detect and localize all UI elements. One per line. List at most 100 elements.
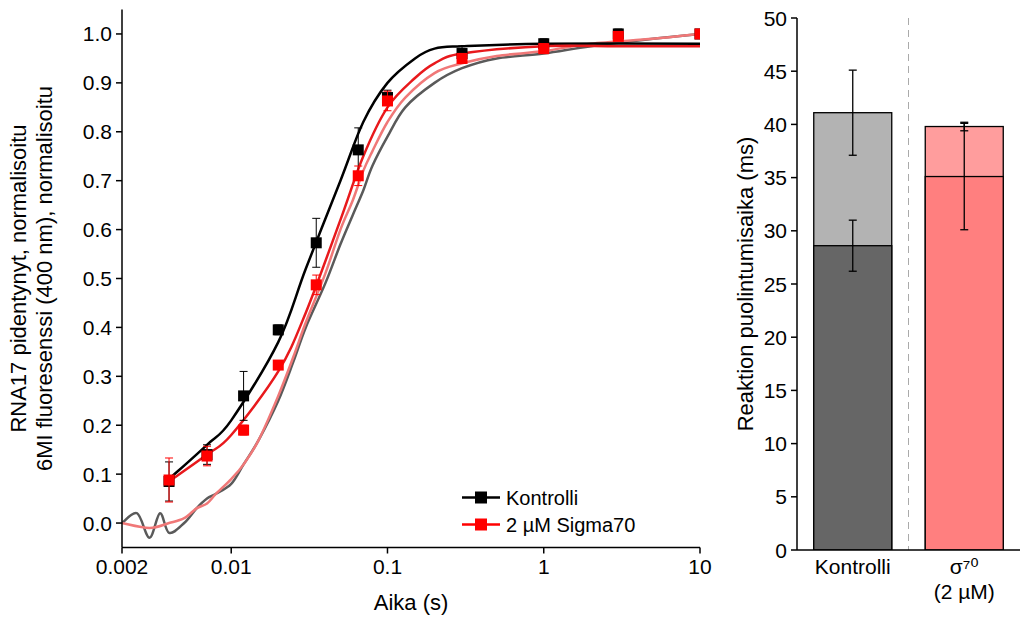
y-tick-label: 25 (764, 273, 787, 296)
error-cap (312, 267, 320, 268)
data-point (457, 53, 468, 64)
data-point (164, 475, 175, 486)
legend-marker (475, 519, 487, 531)
y-tick (791, 336, 797, 338)
error-cap (203, 446, 211, 447)
error-stem (852, 220, 853, 271)
y-tick (116, 278, 122, 280)
x-tick-label: 1 (538, 555, 550, 578)
series-line (122, 34, 700, 528)
x-tick-label-line: σ⁷⁰ (950, 555, 979, 578)
y-tick-label: 45 (764, 60, 787, 83)
y-tick (116, 376, 122, 378)
data-point (613, 31, 624, 42)
y-tick-label: 0.8 (83, 120, 112, 143)
data-point (273, 324, 284, 335)
y-tick-label: 20 (764, 326, 787, 349)
y-tick (791, 230, 797, 232)
y-tick (791, 549, 797, 551)
series-line (169, 46, 700, 482)
y-tick-label: 1.0 (83, 22, 112, 45)
y-tick-label: 40 (764, 113, 787, 136)
error-cap (312, 275, 320, 276)
y-tick-label: 15 (764, 379, 787, 402)
y-tick-label: 0.4 (83, 316, 113, 339)
y-tick (116, 229, 122, 231)
data-point (311, 279, 322, 290)
error-cap (354, 185, 362, 186)
legend-marker (475, 492, 487, 504)
x-tick-label: 10 (688, 555, 711, 578)
x-tick-label-line: Kontrolli (815, 555, 891, 578)
y-tick-label: 5 (775, 485, 787, 508)
y-tick (116, 522, 122, 524)
data-point (353, 170, 364, 181)
error-cap (383, 90, 391, 91)
series-line (122, 34, 700, 538)
y-tick (791, 70, 797, 72)
y-tick-label: 10 (764, 432, 787, 455)
error-cap (240, 371, 248, 372)
error-cap (960, 123, 968, 124)
error-cap (312, 294, 320, 295)
y-tick (791, 177, 797, 179)
y-tick-label: 0.2 (83, 414, 112, 437)
y-tick-label: 0.1 (83, 463, 112, 486)
y-tick-label: 0.0 (83, 512, 112, 535)
data-point (382, 95, 393, 106)
x-tick-label: 0.002 (96, 555, 149, 578)
error-stem (852, 70, 853, 155)
y-tick (116, 327, 122, 329)
error-stem (964, 123, 965, 229)
error-cap (312, 218, 320, 219)
data-point (538, 43, 549, 54)
error-cap (240, 420, 248, 421)
y-tick (791, 496, 797, 498)
y-tick (116, 424, 122, 426)
y-tick-label: 0.5 (83, 267, 112, 290)
x-tick (121, 548, 123, 554)
x-axis-title: Aika (s) (374, 590, 449, 615)
data-point (273, 360, 284, 371)
y-tick-label: 50 (764, 7, 787, 30)
x-tick-label-line: (2 µM) (934, 580, 995, 603)
error-cap (383, 110, 391, 111)
data-point (238, 425, 249, 436)
x-tick (230, 548, 232, 554)
data-point (202, 451, 213, 462)
error-cap (960, 229, 968, 230)
x-tick (387, 548, 389, 554)
y-tick (116, 131, 122, 133)
error-cap (849, 271, 857, 272)
y-tick-label: 0.3 (83, 365, 112, 388)
y-tick (116, 82, 122, 84)
error-cap (354, 166, 362, 167)
y-tick (116, 473, 122, 475)
plot-area (814, 18, 1004, 550)
error-cap (354, 127, 362, 128)
legend-label: 2 µM Sigma70 (506, 514, 635, 536)
y-tick (791, 443, 797, 445)
bar (925, 177, 1003, 550)
x-axis (797, 549, 1020, 551)
y-tick (791, 390, 797, 392)
error-cap (203, 444, 211, 445)
error-bar (960, 123, 968, 229)
y-tick-label: 30 (764, 219, 787, 242)
x-tick-label: Kontrolli (815, 555, 891, 578)
error-bar (849, 220, 857, 271)
x-tick-label: 0.1 (373, 555, 402, 578)
error-cap (165, 457, 173, 458)
error-cap (960, 122, 968, 123)
error-cap (165, 502, 173, 503)
y-axis-title: Reaktion puolintumisaika (ms) (733, 137, 758, 432)
y-tick-label: 0.6 (83, 218, 112, 241)
data-point (353, 144, 364, 155)
error-cap (458, 46, 466, 47)
x-axis (122, 547, 700, 549)
error-cap (849, 220, 857, 221)
x-tick (699, 548, 701, 554)
y-tick-label: 0.9 (83, 71, 112, 94)
y-tick-label: 35 (764, 166, 787, 189)
legend-label: Kontrolli (506, 487, 578, 509)
